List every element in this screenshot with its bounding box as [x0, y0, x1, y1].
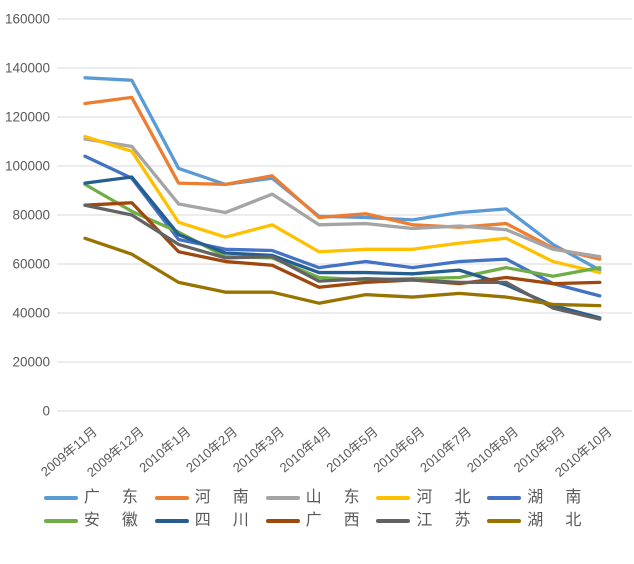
y-axis-tick-label: 80000 — [12, 208, 50, 223]
legend: 广 东 河 南 山 东 河 北 湖 南安 徽 四 川 广 西 江 苏 湖 北 — [0, 490, 634, 529]
y-axis-tick-label: 160000 — [5, 12, 50, 27]
legend-item-湖南: 湖 南 — [487, 490, 590, 506]
legend-swatch-icon — [154, 496, 189, 500]
series-line-河北 — [83, 134, 602, 275]
x-axis-tick-label: 2010年6月 — [370, 424, 427, 475]
series-line-河南 — [83, 95, 602, 261]
line-chart: 0 20000 40000 60000 80000 100000 120000 140000 1… — [5, 12, 632, 480]
legend-label: 四 川 — [194, 512, 258, 529]
legend-swatch-icon — [487, 519, 522, 523]
y-axis-tick-label: 0 — [42, 404, 50, 419]
legend-swatch-icon — [43, 496, 78, 500]
x-axis-tick-label: 2010年3月 — [230, 424, 287, 475]
legend-label: 山 东 — [305, 489, 369, 506]
x-axis-labels: 2009年11月2009年12月2010年1月2010年2月2010年3月201… — [38, 424, 615, 480]
series-line-江苏 — [83, 203, 602, 321]
y-axis-labels: 0 20000 40000 60000 80000 100000 120000 140000 1… — [5, 12, 50, 419]
legend-item-河北: 河 北 — [376, 490, 479, 506]
y-axis-tick-label: 100000 — [5, 159, 50, 174]
legend-label: 河 南 — [194, 489, 258, 506]
legend-label: 广 东 — [83, 489, 147, 506]
legend-swatch-icon — [265, 519, 300, 523]
legend-label: 广 西 — [305, 512, 369, 529]
legend-swatch-icon — [487, 496, 522, 500]
series-lines — [83, 76, 602, 321]
series-line-广西 — [83, 201, 602, 289]
legend-item-江苏: 江 苏 — [376, 513, 479, 529]
y-axis-tick-label: 40000 — [12, 306, 50, 321]
legend-swatch-icon — [265, 496, 300, 500]
legend-label: 安 徽 — [83, 512, 147, 529]
legend-item-四川: 四 川 — [154, 512, 258, 529]
legend-swatch-icon — [376, 496, 411, 500]
legend-item-安徽: 安 徽 — [43, 512, 147, 529]
legend-row-1: 广 东河 南山 东河 北湖 南 — [40, 490, 594, 506]
series-line-广东 — [83, 76, 602, 272]
x-axis-tick-label: 2010年4月 — [277, 424, 334, 475]
legend-label: 湖 南 — [527, 489, 591, 506]
y-axis-tick-label: 20000 — [12, 355, 50, 370]
legend-label: 河 北 — [416, 489, 480, 506]
series-line-山东 — [83, 137, 602, 259]
x-axis-tick-label: 2010年1月 — [136, 424, 193, 475]
legend-item-山东: 山 东 — [265, 489, 369, 506]
series-line-湖北 — [83, 236, 602, 308]
y-axis-tick-label: 140000 — [5, 61, 50, 76]
legend-row-2: 安 徽四 川广 西江 苏湖 北 — [40, 513, 594, 529]
legend-item-广西: 广 西 — [265, 512, 369, 529]
legend-item-湖北: 湖 北 — [487, 513, 590, 529]
legend-item-河南: 河 南 — [154, 489, 258, 506]
x-axis-tick-label: 2010年5月 — [323, 424, 380, 475]
legend-swatch-icon — [43, 519, 78, 523]
legend-label: 湖 北 — [527, 512, 591, 529]
legend-swatch-icon — [376, 519, 411, 523]
y-axis-tick-label: 120000 — [5, 110, 50, 125]
y-axis-tick-label: 60000 — [12, 257, 50, 272]
legend-swatch-icon — [154, 519, 189, 523]
x-axis-tick-label: 2010年8月 — [464, 424, 521, 475]
legend-label: 江 苏 — [416, 512, 480, 529]
legend-item-广东: 广 东 — [43, 489, 147, 506]
